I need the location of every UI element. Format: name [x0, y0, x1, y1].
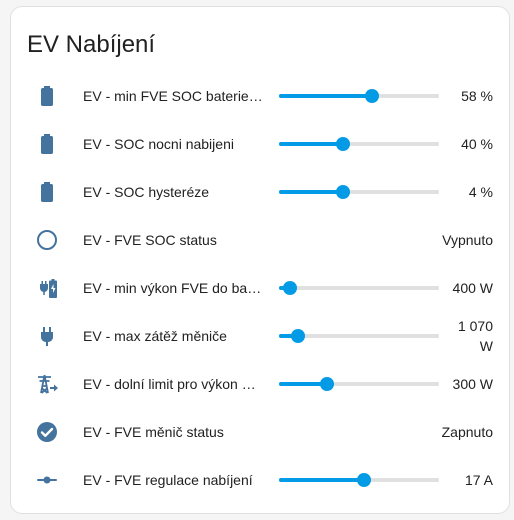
slider-track[interactable] [279, 281, 439, 295]
slider-fill [279, 478, 364, 482]
entity-name[interactable]: EV - min výkon FVE do bate... [83, 280, 265, 296]
slider-track[interactable] [279, 329, 439, 343]
battery-charging-plug-icon [35, 276, 59, 300]
entity-row-dolni-limit[interactable]: EV - dolní limit pro výkon m... 300 W [11, 360, 509, 408]
slider-fill [279, 94, 372, 98]
card-title: EV Nabíjení [27, 31, 156, 58]
entity-name[interactable]: EV - FVE regulace nabíjení [83, 472, 253, 488]
slider-thumb[interactable] [291, 329, 306, 343]
entity-value: 1 070 W [457, 318, 493, 354]
entity-row-fve-menic-status[interactable]: EV - FVE měnič status Zapnuto [11, 408, 509, 456]
slider-track[interactable] [279, 377, 439, 391]
entity-name[interactable]: EV - FVE měnič status [83, 424, 224, 440]
entity-state: Zapnuto [441, 424, 493, 440]
slider-thumb[interactable] [336, 137, 350, 151]
entity-value: 400 W [452, 280, 493, 296]
entity-row-min-fve-soc[interactable]: EV - min FVE SOC baterie p... 58 % [11, 72, 509, 120]
slider-thumb[interactable] [283, 281, 298, 295]
entity-value: 17 A [464, 472, 493, 488]
entity-row-soc-nocni-nabijeni[interactable]: EV - SOC nocni nabijeni 40 % [11, 120, 509, 168]
entity-row-fve-soc-status[interactable]: EV - FVE SOC status Vypnuto [11, 216, 509, 264]
entity-row-soc-hystereze[interactable]: EV - SOC hysteréze 4 % [11, 168, 509, 216]
entity-name[interactable]: EV - dolní limit pro výkon m... [83, 376, 265, 392]
entity-value: 4 % [468, 184, 493, 200]
slider-track[interactable] [279, 137, 439, 151]
power-plug-icon [35, 324, 59, 348]
entity-value: 300 W [452, 376, 493, 392]
entity-name[interactable]: EV - SOC hysteréze [83, 184, 210, 200]
entity-name[interactable]: EV - min FVE SOC baterie p... [83, 88, 265, 104]
entity-row-max-zatez-menice[interactable]: EV - max zátěž měniče 1 070 W [11, 312, 509, 360]
slider-thumb[interactable] [356, 473, 371, 487]
entity-row-min-vykon-fve[interactable]: EV - min výkon FVE do bate... 400 W [11, 264, 509, 312]
transmission-tower-export-icon [35, 372, 59, 396]
entity-row-fve-regulace-nabijeni[interactable]: EV - FVE regulace nabíjení 17 A [11, 456, 509, 504]
slider-thumb[interactable] [364, 89, 379, 103]
slider-thumb[interactable] [320, 377, 334, 391]
circle-outline-icon [35, 228, 59, 252]
slider-track[interactable] [279, 473, 439, 487]
check-circle-icon [35, 420, 59, 444]
slider-fill [279, 334, 299, 338]
slider-fill [279, 142, 343, 146]
slider-thumb[interactable] [336, 185, 350, 199]
slider-track[interactable] [279, 185, 439, 199]
entity-name[interactable]: EV - SOC nocni nabijeni [83, 136, 234, 152]
battery-icon [35, 132, 59, 156]
entity-state: Vypnuto [442, 232, 493, 248]
battery-icon [35, 84, 59, 108]
slider-icon [35, 468, 59, 492]
entity-name[interactable]: EV - max zátěž měniče [83, 328, 227, 344]
entity-name[interactable]: EV - FVE SOC status [83, 232, 217, 248]
slider-fill [279, 382, 327, 386]
battery-icon [35, 180, 59, 204]
slider-track[interactable] [279, 89, 439, 103]
slider-fill [279, 190, 343, 194]
ev-charging-card: EV Nabíjení EV - min FVE SOC baterie p..… [10, 6, 510, 514]
entity-value: 40 % [461, 136, 493, 152]
entity-value: 58 % [461, 88, 493, 104]
